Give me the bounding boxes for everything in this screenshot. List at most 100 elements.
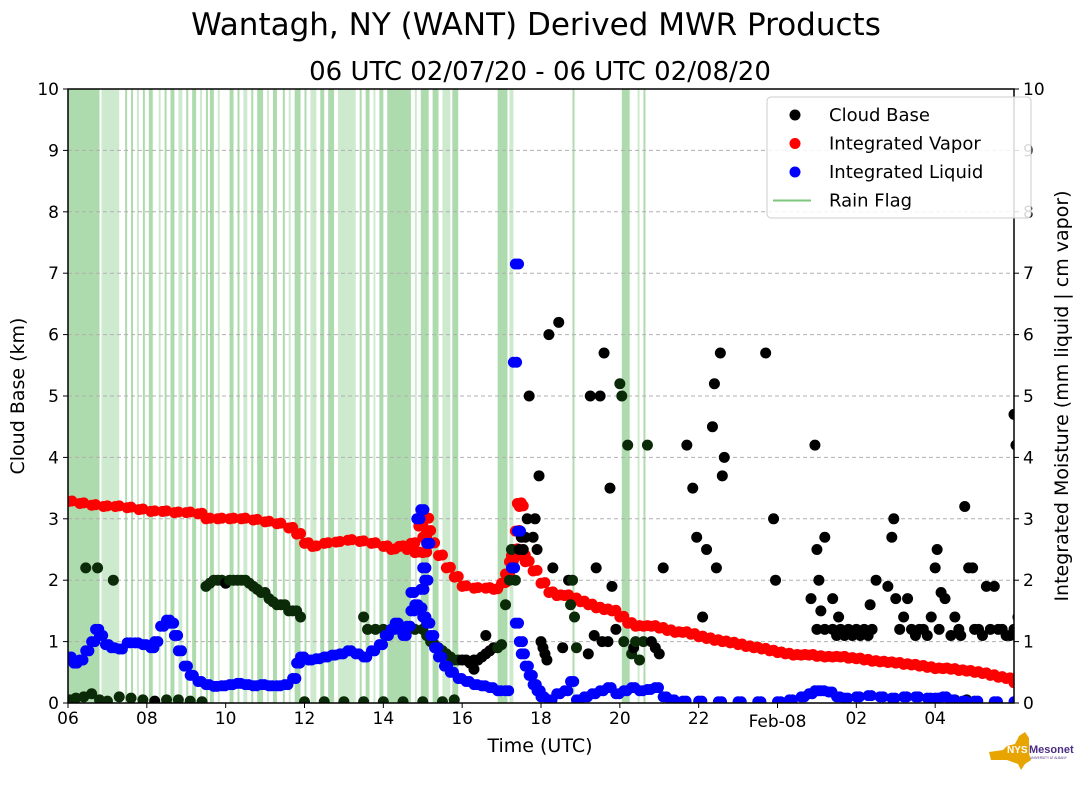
legend-marker: [789, 109, 801, 121]
y-tick-label-left: 0: [48, 694, 59, 714]
vapor-point: [228, 512, 240, 524]
cloud-base-point: [196, 696, 208, 703]
cloud-base-point: [113, 691, 125, 703]
cloud-base-point: [718, 451, 730, 463]
liquid-point: [152, 636, 164, 648]
y-tick-label-right: 6: [1023, 326, 1034, 346]
rain-flag-span: [359, 89, 362, 703]
cloud-base-point: [1014, 409, 1025, 420]
rain-flag-span: [288, 89, 291, 703]
vapor-point: [436, 549, 448, 561]
cloud-base-point: [582, 648, 594, 660]
cloud-base-point: [86, 688, 98, 700]
cloud-base-point: [468, 663, 480, 675]
cloud-base-point: [184, 695, 196, 703]
cloud-base-point: [833, 611, 845, 623]
cloud-base-point: [710, 562, 722, 574]
cloud-base-point: [553, 316, 565, 328]
liquid-point: [515, 525, 527, 537]
cloud-base-point: [101, 695, 113, 703]
vapor-point: [1016, 679, 1027, 690]
y-tick-label-right: 0: [1023, 694, 1034, 714]
liquid-point: [786, 694, 798, 703]
liquid-point: [414, 513, 426, 525]
liquid-point: [568, 676, 580, 688]
y-tick-label-left: 5: [48, 387, 59, 407]
cloud-base-point: [557, 642, 569, 654]
legend-marker: [789, 166, 801, 178]
vapor-point: [1028, 678, 1039, 689]
cloud-base-point: [622, 439, 634, 451]
cloud-base-point: [1010, 439, 1014, 451]
vapor-point: [539, 577, 551, 589]
cloud-base-point: [527, 531, 539, 543]
rain-flag-span: [136, 89, 139, 703]
x-axis-label: Time (UTC): [486, 735, 592, 757]
cloud-base-point: [107, 574, 119, 586]
cloud-base-point: [980, 580, 992, 592]
x-tick-label: 10: [215, 709, 237, 729]
cloud-base-point: [988, 580, 1000, 592]
cloud-base-point: [570, 642, 582, 654]
liquid-point: [416, 602, 428, 614]
cloud-base-point: [898, 611, 910, 623]
liquid-point: [889, 692, 901, 703]
cloud-base-point: [80, 562, 92, 574]
cloud-base-point: [584, 390, 596, 402]
cloud-base-point: [125, 692, 137, 703]
cloud-base-point: [594, 390, 606, 402]
cloud-base-point: [809, 439, 821, 451]
y-tick-label-left: 4: [48, 448, 59, 468]
cloud-base-point: [805, 593, 817, 605]
legend-box: [766, 96, 1032, 219]
cloud-base-point: [760, 347, 772, 359]
cloud-base-point: [614, 378, 626, 390]
cloud-base-point: [338, 696, 350, 703]
cloud-base-point: [604, 482, 616, 494]
vapor-point: [204, 512, 216, 524]
cloud-base-point: [706, 421, 718, 433]
liquid-point: [901, 691, 913, 703]
cloud-base-point: [819, 531, 831, 543]
vapor-point: [444, 561, 456, 573]
liquid-point: [432, 642, 444, 654]
cloud-base-point: [933, 623, 945, 635]
cloud-base-point: [448, 694, 460, 703]
cloud-base-point: [531, 544, 543, 555]
rain-flag-span: [328, 89, 335, 703]
y-tick-label-right: 1: [1023, 633, 1034, 653]
cloud-base-point: [697, 611, 709, 623]
cloud-base-point: [984, 623, 996, 635]
liquid-point: [518, 648, 530, 660]
chart-subtitle: 06 UTC 02/07/20 - 06 UTC 02/08/20: [309, 57, 771, 87]
rain-flag-span: [205, 89, 208, 703]
x-tick-label: 14: [373, 709, 395, 729]
cloud-base-point: [955, 629, 967, 641]
cloud-base-point: [606, 580, 618, 592]
vapor-point: [149, 505, 161, 517]
cloud-base-point: [610, 623, 622, 635]
y-axis-label-left: Cloud Base (km): [7, 318, 29, 475]
cloud-base-point: [1008, 408, 1014, 420]
liquid-point: [696, 695, 708, 703]
liquid-point: [853, 691, 865, 703]
liquid-point: [181, 660, 193, 672]
liquid-point: [418, 504, 430, 516]
vapor-point: [517, 500, 529, 512]
rain-flag-span: [379, 89, 384, 703]
vapor-point: [1020, 678, 1031, 689]
liquid-point: [668, 694, 680, 703]
liquid-point: [948, 694, 960, 703]
vapor-point: [1040, 679, 1051, 690]
cloud-base-point: [299, 696, 310, 703]
cloud-base-point: [397, 696, 409, 703]
cloud-base-point: [565, 599, 577, 611]
cloud-base-point: [886, 531, 898, 543]
cloud-base-point: [318, 696, 330, 703]
vapor-point: [1032, 679, 1043, 690]
y-tick-label-left: 10: [37, 80, 59, 100]
data-points-layer: [68, 258, 1051, 703]
liquid-point: [680, 695, 692, 703]
liquid-point: [513, 617, 525, 629]
